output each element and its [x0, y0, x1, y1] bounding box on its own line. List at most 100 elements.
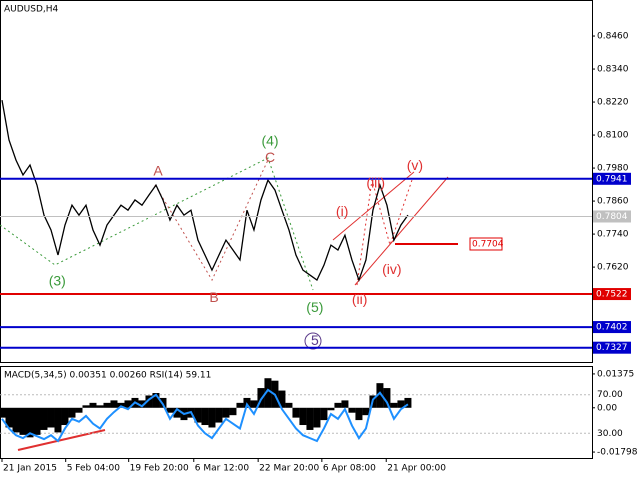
macd-bar — [264, 378, 272, 408]
macd-bar — [82, 405, 90, 408]
y-tick-label: 0.7620 — [597, 263, 629, 273]
level-label-box — [593, 341, 631, 354]
macd-bar — [166, 407, 174, 413]
y-tick-label: -0.01798 — [597, 448, 638, 458]
macd-bar — [292, 407, 300, 418]
y2-tick-label: 30.00 — [597, 429, 623, 439]
marker-label: 0.7704 — [472, 239, 504, 249]
macd-bar — [110, 400, 118, 408]
macd-bar — [152, 393, 160, 408]
wave-label: C — [265, 149, 275, 165]
macd-bar — [334, 402, 342, 408]
macd-bar — [313, 407, 321, 428]
macd-bar — [201, 407, 209, 426]
macd-bar — [397, 400, 405, 408]
y-tick-label: 0.8100 — [597, 131, 629, 141]
macd-bar — [124, 400, 132, 408]
macd-bar — [215, 407, 223, 423]
macd-bar — [355, 407, 363, 421]
macd-bar — [12, 407, 20, 433]
wave-circle — [304, 332, 322, 350]
level-label: 0.7941 — [596, 174, 628, 184]
indicator-title: MACD(5,34,5) 0.00351 0.00260 RSI(14) 59.… — [4, 371, 211, 381]
y-tick-label: 0.7980 — [597, 164, 629, 174]
macd-bar — [404, 397, 412, 408]
macd-bar — [362, 407, 370, 416]
macd-bar — [75, 407, 83, 413]
macd-bar — [19, 407, 27, 435]
macd-bar — [285, 402, 293, 408]
macd-bar — [61, 407, 69, 426]
level-label-box — [593, 172, 631, 185]
macd-bar — [68, 407, 76, 418]
macd-bar — [390, 402, 398, 408]
level-label-box — [593, 321, 631, 334]
y-tick-label: 0.00 — [597, 403, 617, 413]
wave-label: A — [153, 163, 163, 179]
macd-bar — [54, 407, 62, 433]
macd-bar — [145, 395, 153, 408]
macd-bar — [306, 407, 314, 430]
rsi-line — [1, 388, 409, 443]
macd-bar — [320, 407, 328, 421]
macd-bar — [96, 405, 104, 408]
x-tick-label: 5 Feb 04:00 — [67, 464, 121, 474]
level-label: 0.7522 — [596, 290, 628, 300]
x-tick-label: 6 Mar 12:00 — [195, 464, 250, 474]
macd-bar — [236, 402, 244, 408]
macd-bar — [26, 407, 34, 438]
trend-line — [17, 429, 106, 451]
wave-label: (3) — [49, 273, 66, 289]
y2-tick-label: 70.00 — [597, 390, 623, 400]
macd-bar — [33, 407, 41, 435]
macd-bar — [208, 407, 216, 428]
macd-bar — [376, 383, 384, 408]
macd-bar — [348, 407, 356, 413]
channel-line — [354, 176, 449, 286]
level-label: 0.7327 — [596, 343, 628, 353]
wave-label: (ii) — [352, 291, 368, 307]
x-tick-label: 6 Apr 08:00 — [323, 464, 376, 474]
wave-label: (iii) — [366, 175, 385, 191]
level-label: 0.7402 — [596, 323, 628, 333]
wave-label: (v) — [407, 157, 423, 173]
wave-label: (5) — [306, 299, 323, 315]
y-tick-label: 0.8220 — [597, 98, 629, 108]
level-label-box — [593, 288, 631, 301]
y-tick-label: 0.8460 — [597, 32, 629, 42]
macd-bar — [138, 400, 146, 408]
wave-label: (4) — [261, 133, 278, 149]
price-line — [1, 100, 409, 283]
macd-bar — [341, 400, 349, 408]
macd-bar — [89, 402, 97, 408]
wave-label: B — [209, 289, 218, 305]
level-label-box — [593, 210, 631, 223]
x-tick-label: 19 Feb 20:00 — [130, 464, 189, 474]
x-tick-label: 22 Mar 20:00 — [259, 464, 319, 474]
y-tick-label: 0.8340 — [597, 65, 629, 75]
marker-label-box — [469, 237, 503, 251]
chart-title: AUDUSD,H4 — [4, 5, 59, 15]
macd-bar — [278, 390, 286, 408]
macd-bar — [222, 407, 230, 418]
macd-bar — [40, 407, 48, 430]
macd-bar — [5, 407, 13, 428]
y-tick-label: 0.7740 — [597, 230, 629, 240]
macd-bar — [47, 407, 55, 428]
macd-bar — [194, 407, 202, 423]
wave-label: 5 — [311, 332, 319, 348]
main-panel — [0, 0, 593, 363]
macd-bar — [383, 388, 391, 408]
macd-bar — [299, 407, 307, 426]
y-tick-label: 0.01375 — [597, 369, 634, 379]
macd-bar — [173, 407, 181, 418]
wave-dashed — [0, 157, 314, 291]
wave-label: (i) — [336, 203, 348, 219]
y-tick-label: 0.7860 — [597, 197, 629, 207]
level-label: 0.7804 — [596, 212, 628, 222]
macd-bar — [327, 407, 335, 411]
macd-bar — [250, 400, 258, 408]
macd-bar — [103, 402, 111, 408]
